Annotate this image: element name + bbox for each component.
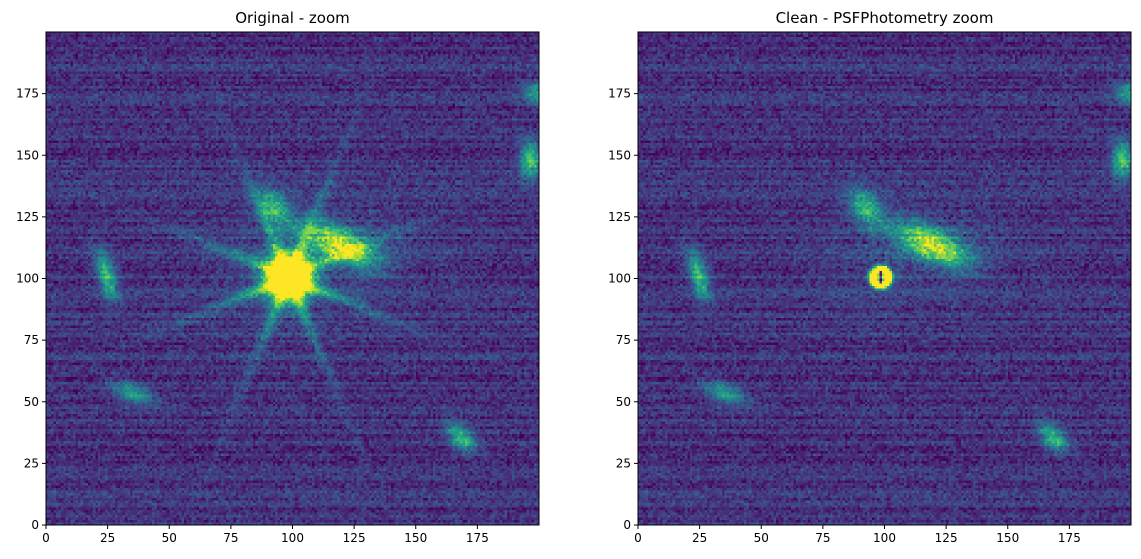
y-axis: 0 25 50 75 100 125 150 175 <box>608 87 638 532</box>
heatmap-image <box>638 32 1131 525</box>
x-tick-label: 75 <box>223 531 238 545</box>
y-tick-label: 100 <box>608 272 631 286</box>
x-tick-label: 0 <box>634 531 642 545</box>
x-tick-label: 100 <box>281 531 304 545</box>
x-tick-label: 25 <box>692 531 707 545</box>
x-tick-label: 125 <box>935 531 958 545</box>
x-axis: 0 25 50 75 100 125 150 175 <box>42 525 489 545</box>
panel-clean: Clean - PSFPhotometry zoom 0 25 50 75 100 125… <box>608 9 1132 545</box>
y-axis: 0 25 50 75 100 125 150 175 <box>16 87 46 532</box>
y-tick-label: 125 <box>16 210 39 224</box>
panel-title: Original - zoom <box>235 9 350 27</box>
x-tick-label: 150 <box>996 531 1019 545</box>
heatmap-image <box>46 32 539 525</box>
y-tick-label: 50 <box>24 395 39 409</box>
y-tick-label: 175 <box>16 87 39 101</box>
y-tick-label: 150 <box>608 148 631 162</box>
x-tick-label: 150 <box>404 531 427 545</box>
x-tick-label: 100 <box>873 531 896 545</box>
x-axis: 0 25 50 75 100 125 150 175 <box>634 525 1081 545</box>
x-tick-label: 50 <box>754 531 769 545</box>
y-tick-label: 25 <box>24 456 39 470</box>
panel-title: Clean - PSFPhotometry zoom <box>776 9 994 27</box>
y-tick-label: 75 <box>24 333 39 347</box>
y-tick-label: 100 <box>16 272 39 286</box>
panel-original: Original - zoom 0 25 50 75 100 125 150 175 0 25 5… <box>16 9 540 545</box>
x-tick-label: 125 <box>343 531 366 545</box>
y-tick-label: 25 <box>616 456 631 470</box>
x-tick-label: 50 <box>162 531 177 545</box>
x-tick-label: 175 <box>466 531 489 545</box>
x-tick-label: 25 <box>100 531 115 545</box>
x-tick-label: 75 <box>815 531 830 545</box>
y-tick-label: 75 <box>616 333 631 347</box>
y-tick-label: 0 <box>31 518 39 532</box>
y-tick-label: 125 <box>608 210 631 224</box>
x-tick-label: 175 <box>1058 531 1081 545</box>
y-tick-label: 150 <box>16 148 39 162</box>
y-tick-label: 0 <box>623 518 631 532</box>
x-tick-label: 0 <box>42 531 50 545</box>
y-tick-label: 175 <box>608 87 631 101</box>
y-tick-label: 50 <box>616 395 631 409</box>
